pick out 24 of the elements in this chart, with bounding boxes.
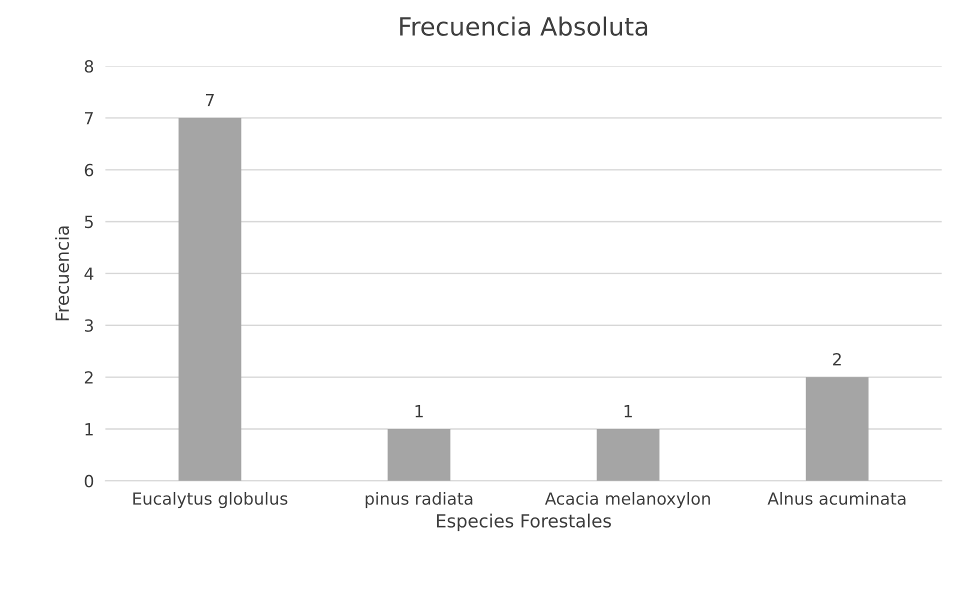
x-axis-title: Especies Forestales xyxy=(437,514,611,532)
y-tick-label: 3 xyxy=(84,319,93,332)
data-label: 2 xyxy=(833,352,841,366)
y-tick-label: 6 xyxy=(84,164,94,176)
x-tick-label: pinus radiata xyxy=(366,492,472,508)
y-tick-label: 5 xyxy=(84,216,93,228)
y-tick-label: 2 xyxy=(84,371,93,384)
y-tick-label: 0 xyxy=(84,474,94,488)
x-tick-label: Alnus acuminata xyxy=(768,492,906,505)
bar xyxy=(806,377,869,481)
data-label: 1 xyxy=(416,405,423,418)
bar xyxy=(388,429,450,481)
data-label: 7 xyxy=(206,94,214,106)
y-axis-title: Frecuencia xyxy=(55,226,70,320)
bar xyxy=(178,118,242,481)
chart-title: Frecuencia Absoluta xyxy=(400,16,648,36)
data-label: 1 xyxy=(624,405,632,418)
bar xyxy=(596,429,660,481)
x-tick-label: Acacia melanoxylon xyxy=(544,492,710,508)
y-tick-label: 8 xyxy=(84,60,94,73)
y-tick-label: 1 xyxy=(85,423,93,436)
y-tick-label: 4 xyxy=(84,268,94,280)
x-tick-label: Eucalytus globulus xyxy=(133,492,288,508)
y-tick-label: 7 xyxy=(85,112,93,124)
